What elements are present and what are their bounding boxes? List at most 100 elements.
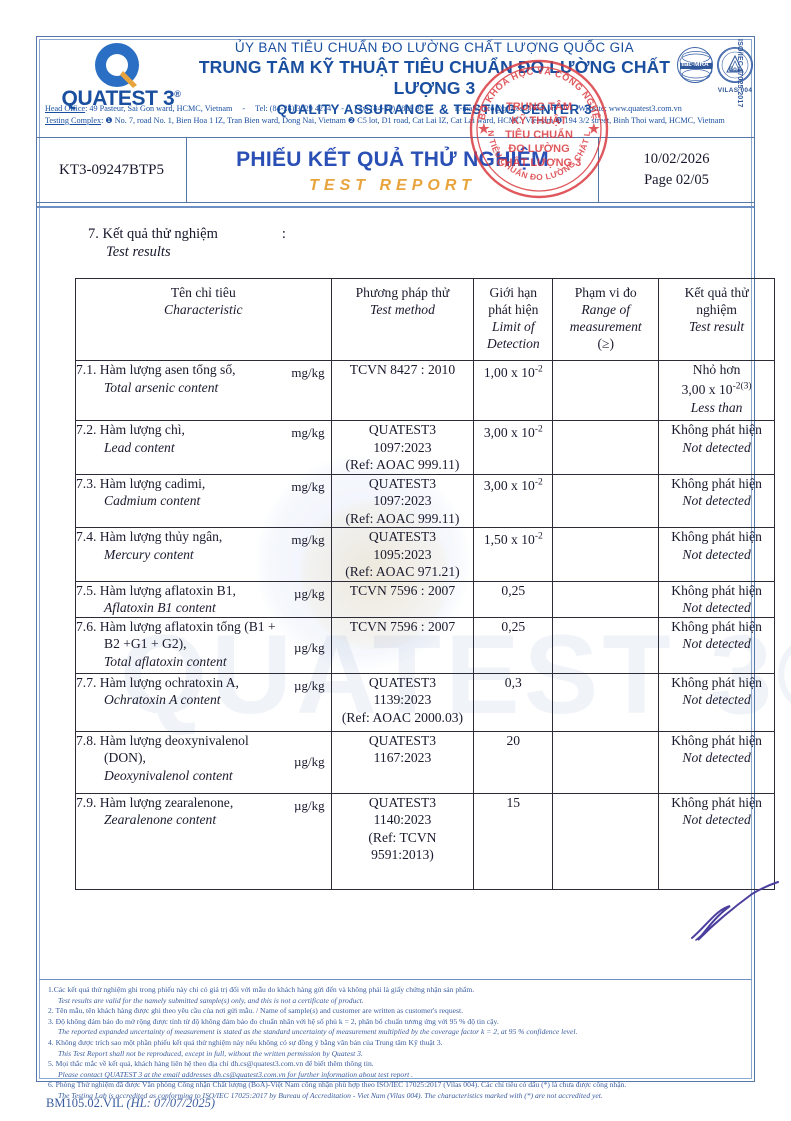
- lod-exponent: -2: [534, 424, 543, 434]
- tel-value: Tel: (84-28) 3829 4274: [255, 104, 332, 113]
- note-vn: 3. Độ không đảm bảo đo mở rộng được tính…: [48, 1016, 499, 1026]
- test-method-line: 9591:2013): [371, 847, 434, 862]
- result-text-vn: Không phát hiện: [671, 732, 762, 748]
- test-method-line: (Ref: AOAC 999.11): [345, 457, 460, 472]
- cell-limit-of-detection: 1,00 x 10-2: [473, 360, 554, 421]
- iso-standard-vertical-label: ISO/IEC 17025:2017: [736, 39, 743, 108]
- table-row: 7.5. Hàm lượng aflatoxin B1, Aflatoxin B1…: [75, 580, 775, 618]
- col-method-vn: Phương pháp thử: [355, 285, 450, 300]
- cell-characteristic: 7.4. Hàm lượng thủy ngân, Mercury content…: [75, 527, 332, 582]
- cell-limit-of-detection: 3,00 x 10-2: [473, 420, 554, 475]
- characteristic-name-vn: 7.4. Hàm lượng thủy ngân,: [76, 529, 223, 544]
- cell-limit-of-detection: 0,3: [473, 672, 554, 732]
- cell-test-result: Không phát hiện Not detected: [658, 792, 775, 890]
- characteristic-unit: µg/kg: [293, 753, 325, 769]
- characteristic-unit: µg/kg: [293, 639, 325, 655]
- lod-value: 1,50 x 10-2: [483, 531, 543, 547]
- cell-characteristic: 7.6. Hàm lượng aflatoxin tổng (B1 + B2 +G…: [75, 616, 332, 674]
- boa-badge-icon: BoA: [717, 47, 753, 83]
- characteristic-name-en: Aflatoxin B1 content: [104, 600, 216, 615]
- table-row: 7.3. Hàm lượng cadimi, Cadmium content mg/…: [75, 473, 775, 528]
- cell-test-method: TCVN 7596 : 2007: [330, 580, 475, 618]
- title-band-divider-thick: [37, 206, 754, 208]
- note-en: Test results are valid for the namely su…: [58, 995, 364, 1005]
- report-date-page: 10/02/2026 Page 02/05: [599, 138, 754, 202]
- result-value: 3,00 x 10-2(3): [681, 381, 752, 398]
- col-header-limit-of-detection: Giới hạn phát hiện Limit of Detection: [473, 278, 554, 361]
- characteristic-unit: µg/kg: [293, 797, 325, 813]
- head-office-label: Head Office: [45, 104, 86, 113]
- col-header-range-of-measurement: Phạm vi đo Range of measurement (≥): [552, 278, 660, 361]
- lod-value: 1,00 x 10-2: [483, 364, 543, 380]
- note-en: This Test Report shall not be reproduced…: [58, 1048, 363, 1058]
- table-row: 7.8. Hàm lượng deoxynivalenol (DON), Deoxy…: [75, 730, 775, 794]
- test-method-line: 1095:2023: [373, 546, 432, 562]
- section-title-en: Test results: [106, 244, 171, 260]
- note-vn: 5. Mọi thắc mắc về kết quả, khách hàng l…: [48, 1059, 374, 1069]
- cell-test-method: QUATEST3 1139:2023 (Ref: AOAC 2000.03): [330, 672, 475, 732]
- lod-exponent: -2: [534, 364, 543, 374]
- cell-limit-of-detection: 3,00 x 10-2: [473, 473, 554, 528]
- title-band-divider: [37, 202, 754, 203]
- col-result-en: Test result: [688, 319, 745, 334]
- org-line-1: ỦY BAN TIÊU CHUẨN ĐO LƯỜNG CHẤT LƯỢNG QU…: [234, 40, 635, 55]
- quatest3-logo: QUATEST 3®: [45, 39, 197, 131]
- cell-test-result: Không phát hiện Not detected: [658, 473, 775, 528]
- note-vn: 1.Các kết quả thử nghiệm ghi trong phiếu…: [48, 985, 475, 994]
- test-method-line: QUATEST3: [368, 794, 437, 810]
- result-text-en: Not detected: [682, 812, 751, 827]
- testing-complex-a: : ❶ No. 7, road No. 1, Bien Hoa 1 IZ, Tr…: [101, 115, 346, 125]
- test-method-line: QUATEST3: [368, 422, 437, 437]
- cell-characteristic: 7.8. Hàm lượng deoxynivalenol (DON), Deoxy…: [75, 730, 332, 794]
- cell-characteristic: 7.2. Hàm lượng chì, Lead content mg/kg: [75, 420, 332, 475]
- report-page: Page 02/05: [644, 172, 709, 188]
- cell-test-method: QUATEST3 1097:2023 (Ref: AOAC 999.11): [330, 420, 475, 475]
- test-method-line: 1097:2023: [373, 439, 432, 455]
- result-text-vn: Không phát hiện: [671, 794, 762, 810]
- test-method-line: TCVN 7596 : 2007: [349, 582, 456, 598]
- boa-label: BoA: [728, 67, 742, 73]
- test-results-table: Tên chỉ tiêu Characteristic Phương pháp …: [75, 278, 775, 890]
- accreditation-badges: ilac-MRA BoA VILAS 004: [675, 39, 753, 113]
- test-method-line: 1167:2023: [373, 750, 432, 765]
- note-en: Please contact QUATEST 3 at the email ad…: [58, 1069, 414, 1079]
- report-date: 10/02/2026: [643, 151, 710, 167]
- characteristic-unit: mg/kg: [291, 532, 325, 547]
- note-vn: 2. Tên mẫu, tên khách hàng được ghi theo…: [48, 1006, 463, 1016]
- cell-limit-of-detection: 1,50 x 10-2: [473, 527, 554, 582]
- result-text-vn: Không phát hiện: [671, 475, 762, 491]
- characteristic-name-en: Lead content: [104, 439, 175, 455]
- result-text-vn: Nhỏ hơn: [692, 362, 741, 377]
- characteristic-unit: mg/kg: [291, 365, 325, 380]
- characteristic-name-vn: 7.2. Hàm lượng chì,: [76, 422, 185, 437]
- col-header-test-result: Kết quả thử nghiệm Test result: [658, 278, 775, 361]
- cell-characteristic: 7.3. Hàm lượng cadimi, Cadmium content mg/…: [75, 473, 332, 528]
- characteristic-name-vn: 7.3. Hàm lượng cadimi,: [76, 475, 206, 491]
- col-range-en-2: measurement: [569, 319, 642, 334]
- result-text-en: Not detected: [682, 692, 751, 707]
- characteristic-name-vn-cont: B2 +G1 + G2),: [104, 636, 187, 651]
- ilac-mra-label: ilac-MRA: [681, 61, 709, 68]
- test-method-line: TCVN 7596 : 2007: [349, 618, 456, 634]
- testing-complex-label: Testing Complex: [45, 115, 102, 125]
- cell-limit-of-detection: 0,25: [473, 616, 554, 674]
- characteristic-name-vn: 7.7. Hàm lượng ochratoxin A,: [76, 674, 239, 690]
- address-line-1: Head Office: 49 Pasteur, Sai Gon ward, H…: [45, 104, 682, 113]
- characteristic-unit: mg/kg: [291, 478, 325, 494]
- col-range-symbol: (≥): [597, 336, 614, 351]
- col-lod-en-2: Detection: [486, 336, 540, 351]
- characteristic-unit: mg/kg: [291, 425, 325, 440]
- table-row: 7.9. Hàm lượng zearalenone, Zearalenone c…: [75, 792, 775, 890]
- cell-test-result: Nhỏ hơn 3,00 x 10-2(3) Less than: [658, 360, 775, 421]
- characteristic-name-en: Ochratoxin A content: [104, 692, 221, 707]
- result-text-vn: Không phát hiện: [671, 422, 762, 437]
- characteristic-name-en: Total arsenic content: [104, 379, 219, 395]
- test-method-line: TCVN 8427 : 2010: [349, 362, 456, 377]
- form-number-code: BM105.02.VIL: [46, 1096, 124, 1110]
- characteristic-name-vn: 7.9. Hàm lượng zearalenone,: [76, 794, 234, 810]
- notes-divider: [39, 979, 752, 980]
- table-row: 7.2. Hàm lượng chì, Lead content mg/kg QUAT…: [75, 420, 775, 475]
- characteristic-name-en: Zearalenone content: [104, 812, 217, 827]
- head-office-value: : 49 Pasteur, Sai Gon ward, HCMC, Vietna…: [85, 104, 233, 113]
- result-text-en: Not detected: [682, 636, 751, 651]
